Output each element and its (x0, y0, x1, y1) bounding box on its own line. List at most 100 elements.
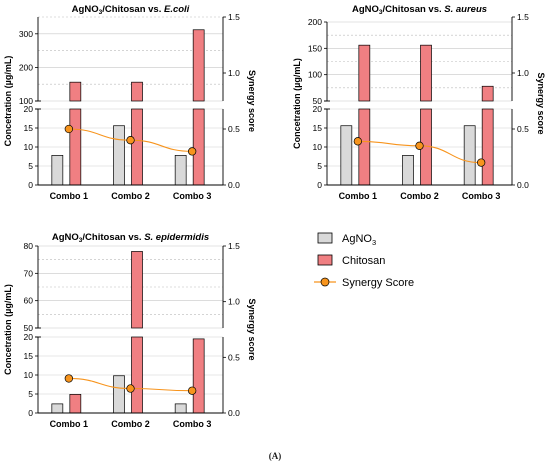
y-tick-label: 5 (28, 389, 33, 399)
chart-title: AgNO3/Chitosan vs. E.coli (72, 4, 190, 16)
y-tick-label: 50 (24, 323, 34, 333)
bar-chitosan-upper (69, 81, 82, 102)
y-tick-label: 100 (308, 70, 322, 80)
axis-break (34, 101, 227, 109)
y-tick-label: 60 (24, 296, 34, 306)
bar-chitosan (69, 394, 82, 414)
y-tick-label: 70 (24, 268, 34, 278)
y-tick-label: 300 (19, 29, 33, 39)
y2-tick-label: 0.5 (228, 352, 240, 362)
x-tick-label: Combo 2 (111, 419, 150, 429)
bar-agno3 (113, 375, 125, 414)
bar-agno3 (463, 125, 476, 186)
legend: AgNO3 Chitosan Synergy Score (314, 232, 414, 289)
title-prefix: AgNO (52, 232, 79, 243)
y-axis-title: Concetration (µg/mL) (3, 284, 13, 375)
title-middle: /Chitosan vs. (102, 4, 164, 15)
y-tick-label: 15 (313, 123, 323, 133)
y-tick-label: 15 (24, 351, 34, 361)
y2-axis-title: Synergy score (247, 70, 257, 132)
legend-item: AgNO3 (317, 232, 376, 247)
legend-item: Chitosan (317, 254, 385, 267)
synergy-point (64, 124, 73, 134)
bar-chitosan-upper (358, 44, 371, 102)
title-prefix: AgNO (72, 4, 99, 15)
y2-tick-label: 0.0 (228, 408, 240, 418)
y2-axis-title: Synergy score (247, 298, 257, 360)
legend-marker (320, 277, 330, 287)
x-tick-label: Combo 2 (400, 191, 439, 201)
y-tick-label: 0 (317, 180, 322, 190)
y-tick-label: 10 (24, 142, 34, 152)
y-axis-title: Concetration (µg/mL) (3, 56, 13, 147)
x-tick-label: Combo 1 (339, 191, 378, 201)
synergy-point (415, 141, 424, 150)
y2-tick-label: 0.0 (517, 180, 529, 190)
bar-chitosan-upper (131, 81, 143, 102)
y2-tick-label: 1.0 (517, 68, 529, 78)
bar-chitosan (358, 108, 371, 186)
y-tick-label: 10 (313, 142, 323, 152)
bar-chitosan-upper (131, 251, 143, 329)
bar-chitosan-upper (481, 85, 494, 102)
y-tick-label: 0 (28, 180, 33, 190)
title-subscript: 3 (79, 237, 83, 244)
legend-label-text: Synergy Score (342, 277, 414, 289)
bar-chitosan (192, 108, 205, 186)
bar-chitosan (131, 336, 143, 414)
y2-tick-label: 1.5 (517, 12, 529, 22)
y2-tick-label: 1.5 (228, 241, 240, 251)
chart-title: AgNO3/Chitosan vs. S. aureus (352, 4, 487, 16)
y-tick-label: 20 (313, 104, 323, 114)
bar-chitosan (69, 108, 82, 186)
bar-agno3 (402, 155, 414, 186)
bar-chitosan-upper (192, 29, 205, 102)
title-prefix: AgNO (352, 4, 379, 15)
synergy-point (126, 384, 135, 393)
bar-agno3 (51, 403, 64, 414)
bar-agno3 (174, 403, 187, 414)
chart-panel-3: AgNO3/Chitosan vs. S. epidermidis 0 5 10 15 2… (3, 232, 257, 429)
bar-chitosan (481, 108, 494, 186)
x-tick-label: Combo 1 (50, 191, 89, 201)
figure-caption: (A) (268, 451, 282, 461)
y-axis-title: Concetration (µg/mL) (292, 58, 302, 149)
x-tick-label: Combo 3 (173, 419, 212, 429)
legend-swatch (317, 232, 333, 244)
y-tick-label: 10 (24, 370, 34, 380)
y-tick-label: 15 (24, 123, 34, 133)
y2-axis-title: Synergy score (536, 72, 546, 134)
y2-tick-label: 0.5 (228, 124, 240, 134)
legend-label-text: AgNO (342, 233, 372, 245)
y-tick-label: 100 (19, 96, 33, 106)
synergy-point (188, 147, 197, 156)
x-tick-label: Combo 1 (50, 419, 89, 429)
title-middle: /Chitosan vs. (383, 4, 445, 15)
y2-tick-label: 1.0 (228, 68, 240, 78)
bar-agno3 (340, 125, 353, 186)
title-species: E.coli (164, 4, 190, 15)
y-tick-label: 20 (24, 104, 34, 114)
bar-chitosan-upper (420, 44, 432, 102)
y2-tick-label: 0.0 (228, 180, 240, 190)
legend-label-text: Chitosan (342, 255, 385, 267)
legend-swatch (317, 254, 333, 266)
y-tick-label: 5 (28, 161, 33, 171)
y-tick-label: 150 (308, 43, 322, 53)
title-middle: /Chitosan vs. (82, 232, 144, 243)
title-species: S. epidermidis (144, 232, 209, 243)
legend-label: Synergy Score (342, 277, 414, 289)
y-tick-label: 80 (24, 241, 34, 251)
bar-agno3 (113, 125, 125, 186)
bar-chitosan (192, 338, 205, 414)
axis-break (34, 328, 227, 337)
y-tick-label: 50 (313, 96, 323, 106)
legend-label: AgNO3 (342, 233, 376, 247)
x-tick-label: Combo 3 (173, 191, 212, 201)
synergy-point (188, 386, 197, 395)
legend-label-subscript: 3 (372, 238, 376, 247)
bar-agno3 (51, 155, 64, 186)
